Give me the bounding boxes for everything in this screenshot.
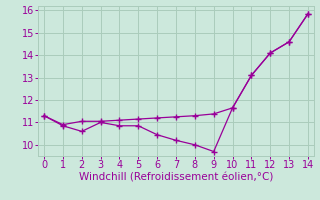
X-axis label: Windchill (Refroidissement éolien,°C): Windchill (Refroidissement éolien,°C) [79,173,273,183]
